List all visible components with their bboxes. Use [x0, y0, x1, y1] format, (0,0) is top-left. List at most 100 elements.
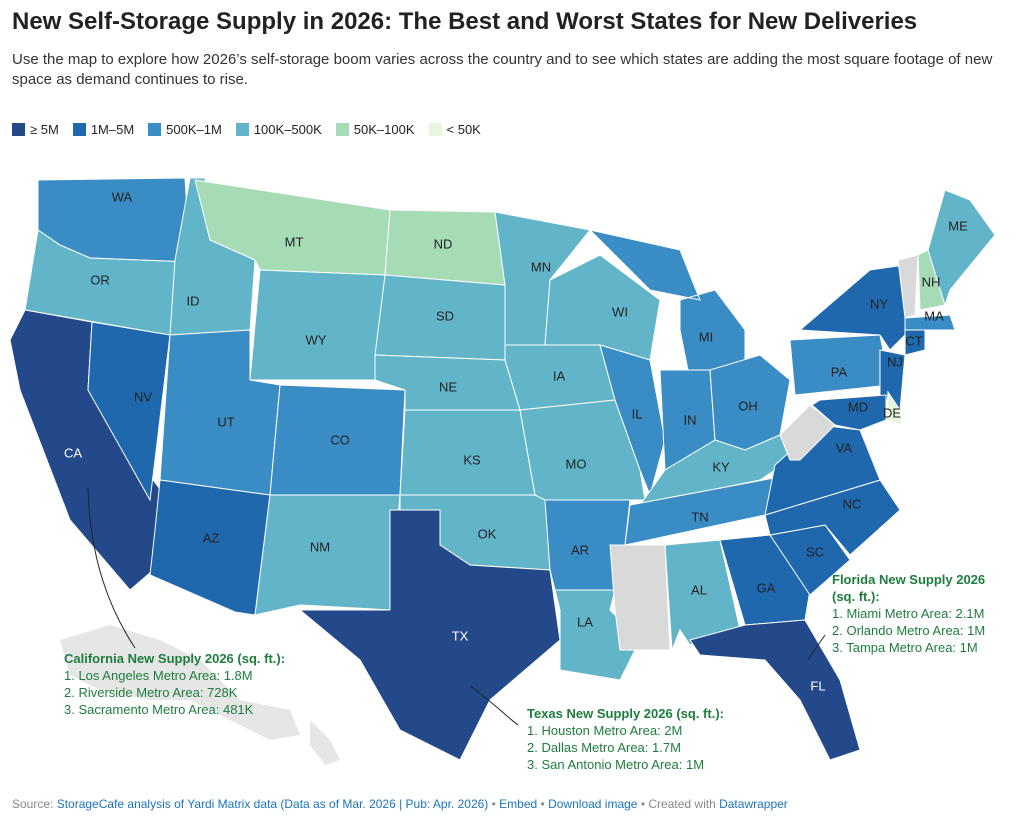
- state: [719, 534, 811, 626]
- state-label: AR: [571, 542, 589, 557]
- legend-label: 1M–5M: [90, 122, 135, 137]
- state-label: WI: [612, 304, 628, 319]
- separator: •: [540, 797, 545, 811]
- state-label: MD: [848, 399, 868, 414]
- state-label: MN: [531, 259, 551, 274]
- separator: •: [640, 797, 646, 811]
- states: [9, 177, 996, 761]
- annotations: California New Supply 2026 (sq. ft.): 1. …: [64, 572, 985, 772]
- legend-swatch: [148, 123, 162, 136]
- legend-swatch: [428, 123, 442, 136]
- state-label: NV: [134, 389, 152, 404]
- state: [904, 314, 956, 331]
- state-label: MA: [924, 308, 944, 323]
- annotation-title: California New Supply 2026 (sq. ft.):: [64, 651, 285, 666]
- annotation-line: 2. Orlando Metro Area: 1M: [832, 623, 985, 638]
- legend-swatch: [335, 123, 349, 136]
- annotation-title: (sq. ft.):: [832, 589, 880, 604]
- state-label: TX: [452, 628, 469, 643]
- state-label: MI: [699, 329, 713, 344]
- state-no-data: [779, 404, 836, 461]
- state-label: NJ: [887, 354, 903, 369]
- state-label: AL: [691, 582, 707, 597]
- state-label: FL: [810, 678, 825, 693]
- legend-label: ≥ 5M: [30, 122, 59, 137]
- legend-label: 50K–100K: [353, 122, 415, 137]
- state-label: KY: [712, 459, 730, 474]
- state-label: CT: [905, 333, 922, 348]
- legend-swatch: [235, 123, 249, 136]
- state-label: ME: [948, 218, 968, 233]
- state: [254, 494, 401, 616]
- state-label: MO: [566, 456, 587, 471]
- download-link[interactable]: Download image: [548, 797, 638, 811]
- annotation-arrow: [469, 685, 519, 726]
- state: [638, 434, 791, 506]
- state-label: CO: [330, 432, 350, 447]
- legend-swatch: [72, 123, 86, 136]
- state-labels: WA OR CA NV ID MT WY UT AZ CO NM ND SD NE KS OK TX MN IA MO…: [64, 189, 968, 693]
- annotation-line: 2. Dallas Metro Area: 1.7M: [527, 740, 681, 755]
- legend-item: 50K–100K: [335, 122, 415, 137]
- state-label: NC: [843, 496, 862, 511]
- state-label: ID: [187, 293, 200, 308]
- title: New Self-Storage Supply in 2026: The Bes…: [12, 8, 918, 35]
- state-label: WA: [112, 189, 133, 204]
- alaska-inset: [60, 625, 300, 740]
- legend-swatch: [12, 123, 25, 136]
- state-label: NE: [439, 379, 457, 394]
- separator: •: [491, 797, 496, 811]
- state-label: KS: [463, 452, 481, 467]
- state-label: UT: [217, 414, 234, 429]
- annotation-title: Florida New Supply 2026: [832, 572, 985, 587]
- footer: Source: StorageCafe analysis of Yardi Ma…: [12, 797, 788, 811]
- hawaii-inset: [310, 720, 340, 765]
- state-label: LA: [577, 614, 593, 629]
- state-label: MT: [285, 234, 304, 249]
- state-label: IN: [684, 412, 697, 427]
- source-label: Source:: [12, 797, 54, 811]
- state: [87, 321, 171, 502]
- annotation-line: 3. San Antonio Metro Area: 1M: [527, 757, 704, 772]
- state-label: OK: [478, 526, 497, 541]
- state-label: CA: [64, 445, 82, 460]
- state-label: AZ: [203, 530, 220, 545]
- legend: ≥ 5M 1M–5M 500K–1M 100K–500K 50K–100K < 50K: [12, 122, 481, 137]
- annotation-title: Texas New Supply 2026 (sq. ft.):: [527, 706, 724, 721]
- legend-label: 500K–1M: [166, 122, 222, 137]
- state-label: SC: [806, 544, 824, 559]
- tool-link[interactable]: Datawrapper: [719, 797, 788, 811]
- legend-item: < 50K: [428, 122, 481, 137]
- annotation-line: 3. Tampa Metro Area: 1M: [832, 640, 978, 655]
- state-label: ND: [434, 236, 453, 251]
- annotation-line: 3. Sacramento Metro Area: 481K: [64, 702, 254, 717]
- state-label: SD: [436, 308, 454, 323]
- legend-label: < 50K: [446, 122, 481, 137]
- state-no-data: [897, 254, 919, 319]
- state-label: OR: [90, 272, 110, 287]
- state-label: GA: [757, 580, 776, 595]
- state-label: IL: [632, 406, 643, 421]
- source-link[interactable]: StorageCafe analysis of Yardi Matrix dat…: [56, 797, 489, 811]
- state: [249, 269, 386, 381]
- state-label: DE: [883, 405, 901, 420]
- state-label: NY: [870, 296, 888, 311]
- state-label: IA: [553, 368, 566, 383]
- annotation-line: 1. Houston Metro Area: 2M: [527, 723, 682, 738]
- annotation-line: 1. Los Angeles Metro Area: 1.8M: [64, 668, 253, 683]
- state: [689, 619, 861, 761]
- state: [885, 390, 903, 426]
- annotation-line: 1. Miami Metro Area: 2.1M: [832, 606, 984, 621]
- annotation-arrow: [807, 634, 826, 661]
- state-label: WY: [306, 332, 327, 347]
- legend-item: 1M–5M: [72, 122, 135, 137]
- state-label: OH: [738, 398, 758, 413]
- state-label: PA: [831, 364, 848, 379]
- state: [298, 509, 561, 761]
- legend-label: 100K–500K: [253, 122, 322, 137]
- legend-item: ≥ 5M: [12, 122, 59, 137]
- state: [149, 479, 271, 616]
- created-with: Created with: [648, 797, 716, 811]
- embed-link[interactable]: Embed: [499, 797, 538, 811]
